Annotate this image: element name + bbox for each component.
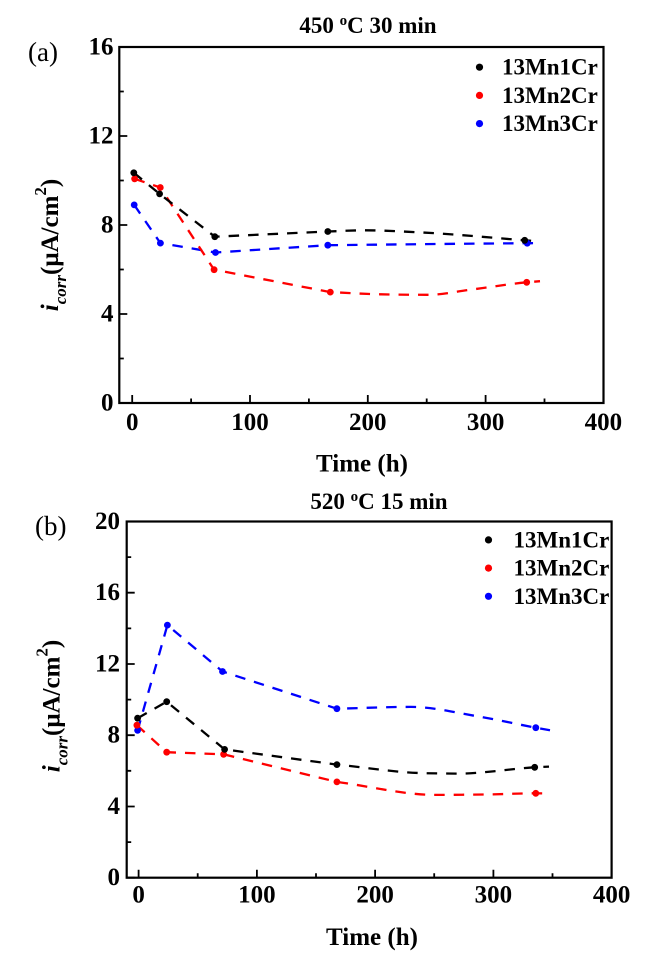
svg-text:400: 400 bbox=[585, 409, 623, 436]
svg-text:0: 0 bbox=[132, 882, 145, 909]
svg-text:16: 16 bbox=[89, 34, 114, 61]
svg-text:12: 12 bbox=[89, 123, 114, 150]
svg-text:8: 8 bbox=[101, 212, 114, 239]
svg-text:200: 200 bbox=[356, 882, 394, 909]
svg-text:0: 0 bbox=[101, 390, 114, 417]
svg-text:(a): (a) bbox=[28, 37, 58, 67]
svg-text:4: 4 bbox=[108, 793, 121, 820]
svg-text:Time (h): Time (h) bbox=[316, 451, 408, 478]
svg-text:300: 300 bbox=[475, 882, 513, 909]
svg-text:16: 16 bbox=[95, 579, 120, 606]
svg-text:13Mn3Cr: 13Mn3Cr bbox=[502, 111, 598, 136]
svg-text:icorr(μA/cm2): icorr(μA/cm2) bbox=[33, 640, 72, 772]
svg-text:icorr(μA/cm2): icorr(μA/cm2) bbox=[31, 179, 70, 311]
svg-text:13Mn2Cr: 13Mn2Cr bbox=[502, 83, 598, 108]
svg-text:100: 100 bbox=[238, 882, 276, 909]
svg-text:4: 4 bbox=[101, 301, 114, 328]
svg-text:300: 300 bbox=[467, 409, 505, 436]
svg-text:12: 12 bbox=[95, 651, 120, 678]
svg-text:0: 0 bbox=[126, 409, 139, 436]
svg-text:450 oC 30 min: 450 oC 30 min bbox=[299, 13, 436, 38]
svg-text:8: 8 bbox=[108, 722, 121, 749]
svg-text:13Mn2Cr: 13Mn2Cr bbox=[514, 556, 610, 581]
svg-text:Time (h): Time (h) bbox=[326, 924, 418, 951]
svg-text:13Mn1Cr: 13Mn1Cr bbox=[502, 55, 598, 80]
svg-text:100: 100 bbox=[231, 409, 269, 436]
svg-text:400: 400 bbox=[593, 882, 631, 909]
svg-text:200: 200 bbox=[349, 409, 387, 436]
svg-text:13Mn3Cr: 13Mn3Cr bbox=[514, 584, 610, 609]
svg-text:(b): (b) bbox=[35, 511, 66, 541]
svg-text:20: 20 bbox=[95, 508, 120, 535]
svg-text:520 oC 15 min: 520 oC 15 min bbox=[310, 489, 447, 514]
svg-text:13Mn1Cr: 13Mn1Cr bbox=[514, 527, 610, 552]
svg-text:0: 0 bbox=[108, 864, 121, 891]
